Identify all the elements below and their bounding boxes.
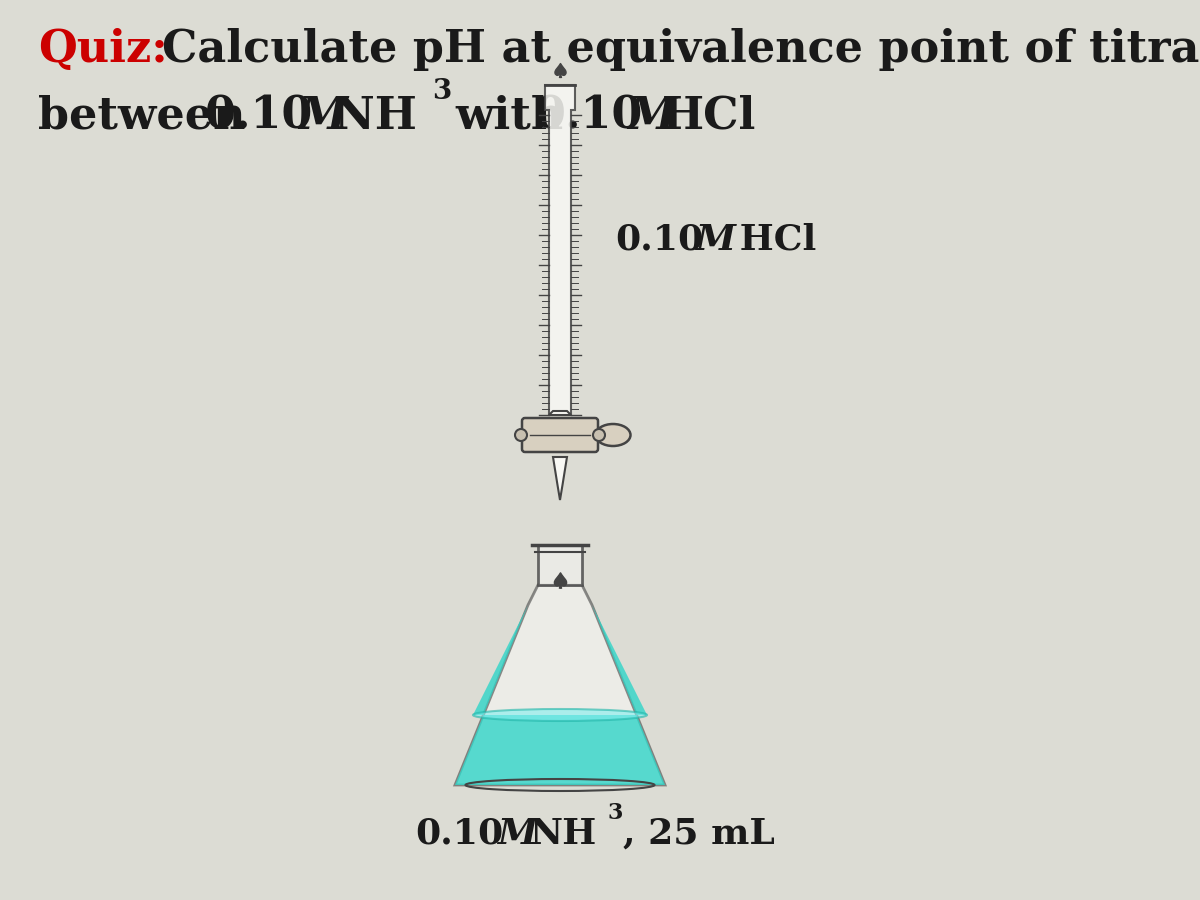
Text: HCl: HCl [727,223,816,257]
Text: 0.10: 0.10 [205,95,313,138]
Text: Quiz:: Quiz: [38,28,168,71]
Text: with: with [455,95,563,138]
FancyBboxPatch shape [522,418,598,452]
Text: 3: 3 [432,78,451,105]
Circle shape [593,429,605,441]
Text: M: M [497,817,538,851]
Text: 0.10: 0.10 [535,95,643,138]
Text: M: M [695,223,734,257]
Polygon shape [545,85,575,415]
Text: 3: 3 [608,802,623,824]
Polygon shape [455,585,665,785]
Text: NH: NH [529,817,596,851]
Ellipse shape [595,424,630,446]
Text: between: between [38,95,245,138]
Text: 0.10: 0.10 [415,817,503,851]
Ellipse shape [473,709,647,721]
Circle shape [515,429,527,441]
Polygon shape [553,457,568,500]
Text: M: M [628,95,677,138]
Text: HCl: HCl [662,95,756,138]
FancyBboxPatch shape [538,545,582,585]
Text: Calculate pH at equivalence point of titration: Calculate pH at equivalence point of tit… [162,28,1200,71]
Polygon shape [548,411,571,415]
Text: NH: NH [334,95,416,138]
Text: 0.10: 0.10 [616,223,703,257]
Text: , 25 mL: , 25 mL [623,817,775,851]
Text: M: M [298,95,347,138]
Polygon shape [455,605,665,785]
